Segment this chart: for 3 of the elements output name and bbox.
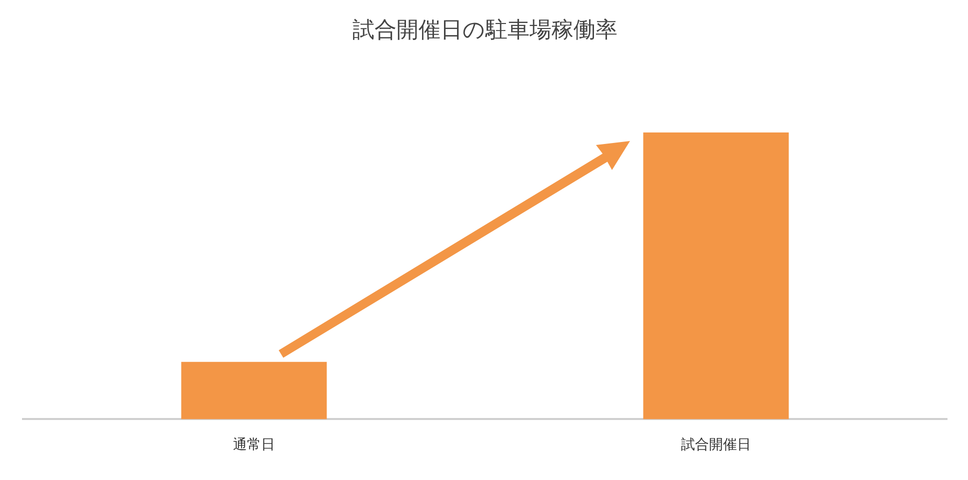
x-tick-label: 試合開催日 <box>681 437 751 454</box>
chart-title: 試合開催日の駐車場稼働率 <box>352 18 618 43</box>
x-tick-label: 通常日 <box>233 437 275 454</box>
